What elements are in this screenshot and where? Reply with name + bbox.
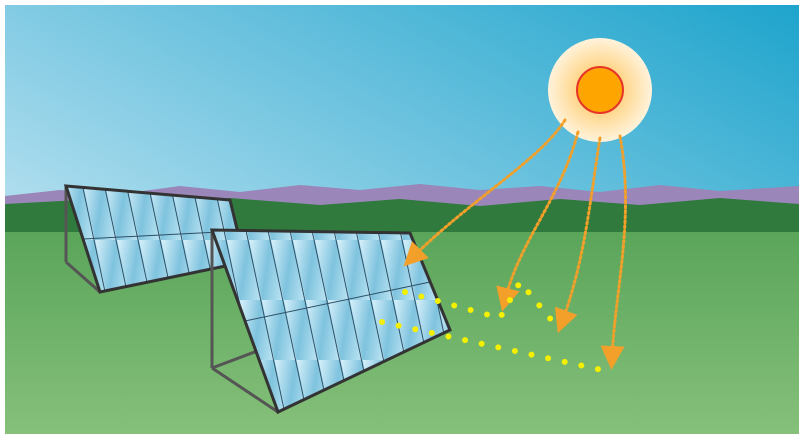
back-panel (63, 184, 247, 294)
front-panel (209, 228, 452, 415)
sun-ray (554, 136, 602, 334)
sun-ray (600, 134, 627, 370)
sun-ray (403, 118, 567, 267)
sun-ray (496, 130, 580, 312)
current-flow (379, 319, 605, 373)
current-flow (402, 276, 561, 331)
sun (576, 66, 624, 114)
